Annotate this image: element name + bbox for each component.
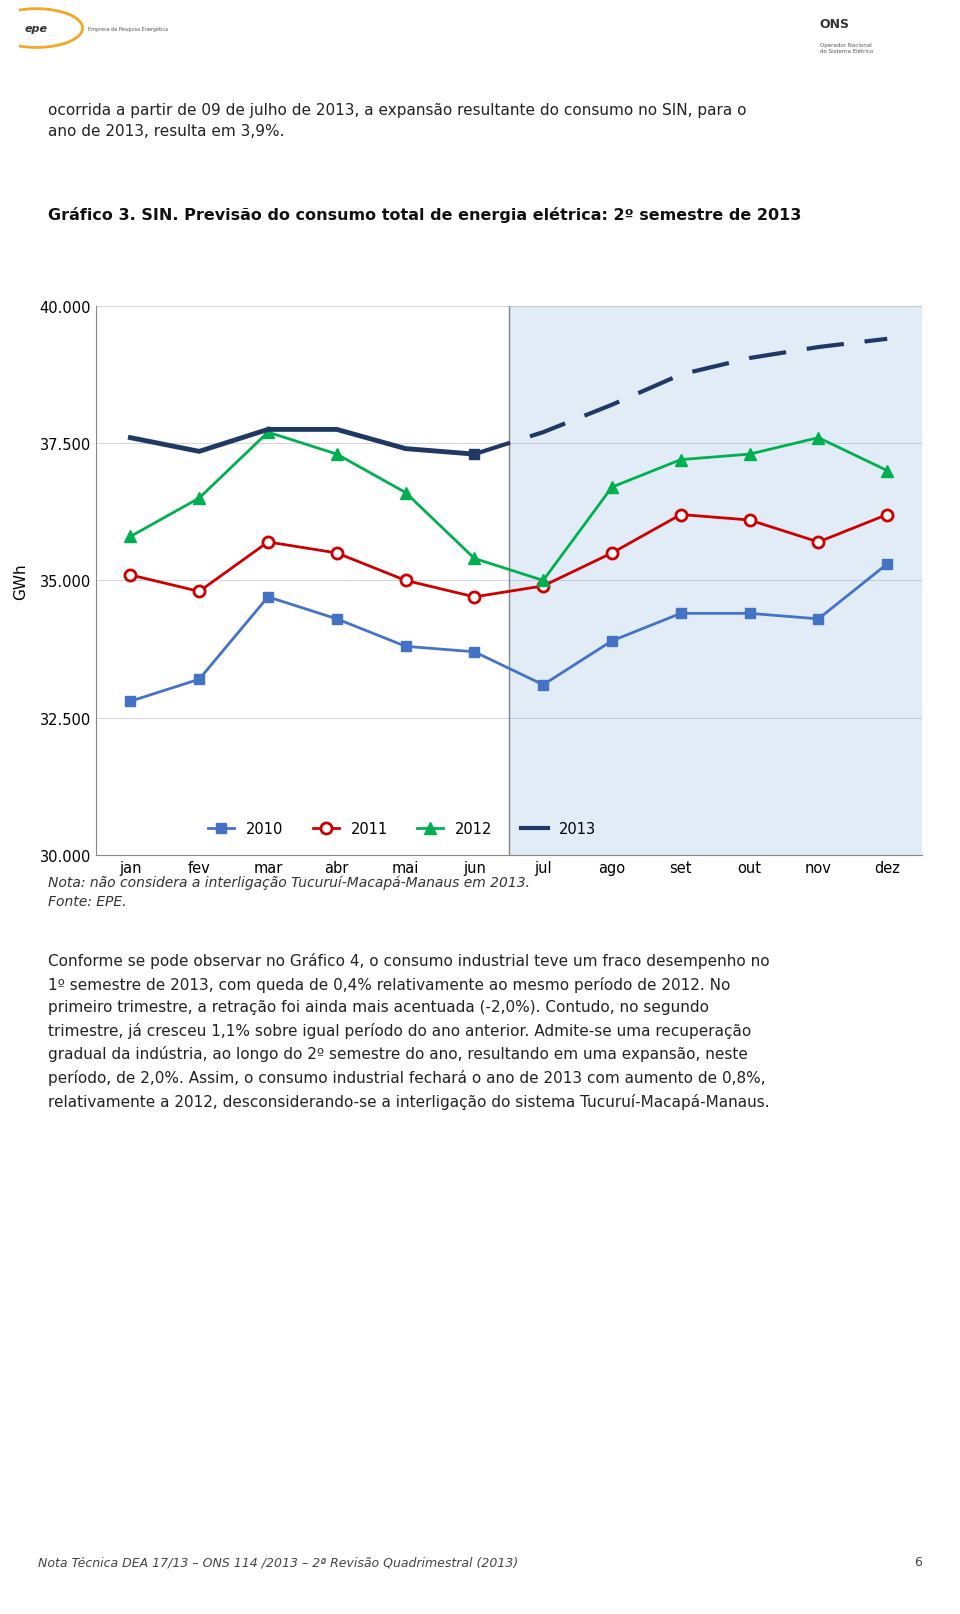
Text: Conforme se pode observar no Gráfico 4, o consumo industrial teve um fraco desem: Conforme se pode observar no Gráfico 4, … [48, 952, 770, 1109]
Text: Empresa de Pesquisa Energética: Empresa de Pesquisa Energética [88, 26, 168, 32]
Y-axis label: GWh: GWh [13, 563, 29, 599]
Bar [509, 307, 922, 855]
Text: ocorrida a partir de 09 de julho de 2013, a expansão resultante do consumo no SI: ocorrida a partir de 09 de julho de 2013… [48, 103, 747, 139]
Legend: 2010, 2011, 2012, 2013: 2010, 2011, 2012, 2013 [203, 817, 602, 843]
Text: Operador Nacional
do Sistema Elétrico: Operador Nacional do Sistema Elétrico [820, 44, 873, 53]
Text: epe: epe [25, 24, 48, 34]
Text: ONS: ONS [820, 18, 850, 31]
Text: 6: 6 [915, 1554, 923, 1569]
Text: Nota Técnica DEA 17/13 – ONS 114 /2013 – 2ª Revisão Quadrimestral (2013): Nota Técnica DEA 17/13 – ONS 114 /2013 –… [37, 1554, 517, 1569]
Text: Gráfico 3. SIN. Previsão do consumo total de energia elétrica: 2º semestre de 20: Gráfico 3. SIN. Previsão do consumo tota… [48, 207, 802, 223]
Text: Nota: não considera a interligação Tucuruí-Macapá-Manaus em 2013.
Fonte: EPE.: Nota: não considera a interligação Tucur… [48, 875, 530, 909]
